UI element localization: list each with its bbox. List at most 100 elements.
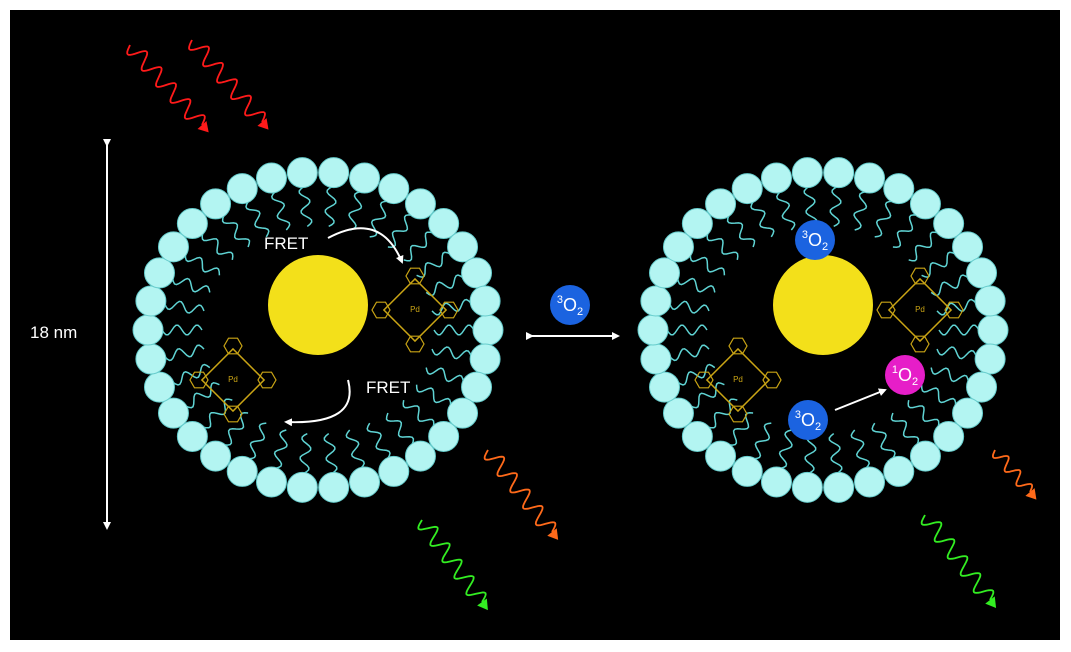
lipid-tail (171, 277, 211, 293)
lipid-head (318, 157, 350, 189)
lipid-tail (778, 429, 793, 470)
lipid-tail (690, 382, 725, 409)
lipid-tail (753, 422, 772, 460)
lipid-head (176, 208, 208, 240)
lipid-head (909, 440, 941, 472)
lipid-tail (803, 186, 818, 227)
pyridine-ring (189, 371, 209, 389)
lipid-tail (366, 422, 391, 460)
lipid-head (791, 471, 823, 503)
pyridine-ring (762, 371, 782, 389)
photon-wave (991, 449, 1034, 493)
lipid-head (461, 257, 493, 289)
lipid-head (135, 343, 167, 375)
lipid-head (349, 466, 381, 498)
pyridine-ring (910, 267, 930, 285)
lipid-tail (425, 367, 465, 383)
lipid-head (966, 257, 998, 289)
pyridine-ring (223, 337, 243, 355)
lipid-head (909, 188, 941, 220)
oxygen-molecule (885, 355, 925, 395)
lipid-tail (425, 274, 464, 297)
lipid-tail (907, 399, 940, 428)
lipid-tail (270, 191, 291, 231)
lipid-tail (184, 254, 221, 276)
pyridine-ring (257, 371, 277, 389)
lipid-tail (920, 384, 957, 406)
lipid-head (974, 285, 1006, 317)
label-sub: 2 (577, 306, 583, 318)
lipid-tail (323, 433, 338, 474)
label-sup: 3 (795, 409, 801, 421)
lipid-tail (853, 190, 868, 231)
fret-arrow (327, 227, 404, 264)
oxygen-molecule (795, 220, 835, 260)
lipid-tail (676, 277, 716, 293)
lipid-head (200, 440, 232, 472)
lipid-head (176, 420, 208, 452)
lipid-head (705, 440, 737, 472)
lipid-tail (248, 422, 267, 460)
scale-label: 18 nm (30, 323, 77, 342)
lipid-head (157, 397, 189, 429)
lipid-tail (164, 300, 205, 314)
lipid-tail (298, 186, 313, 227)
lipid-tail (892, 214, 918, 248)
background (10, 10, 1060, 640)
lipid-tail (850, 429, 871, 469)
lipid-head (681, 420, 713, 452)
lipid-tail (750, 200, 775, 238)
lipid-head (933, 420, 965, 452)
lipid-head (318, 471, 350, 503)
lipid-head (404, 188, 436, 220)
photon-arrowhead (985, 596, 997, 608)
lipid-tail (172, 363, 211, 386)
lipid-head (648, 371, 680, 403)
lipid-tail (201, 232, 234, 261)
lipid-tail (706, 232, 739, 261)
lipid-head (378, 173, 410, 205)
photon-wave (417, 519, 487, 603)
oxygen-label: 3O2 (557, 294, 583, 318)
lipid-tail (415, 384, 452, 406)
lipid-tail (874, 200, 893, 238)
lipid-tail (385, 412, 415, 446)
lipid-head (428, 208, 460, 240)
lipid-tail (245, 200, 270, 238)
lipid-head (255, 466, 287, 498)
lipid-head (854, 466, 886, 498)
label-sup: 3 (802, 229, 808, 241)
lipid-head (952, 397, 984, 429)
photon-arrowhead (477, 598, 488, 611)
pyridine-ring (405, 335, 425, 353)
pyridine-ring (405, 267, 425, 285)
photon-wave (188, 39, 266, 123)
fret-label: FRET (366, 378, 410, 397)
lipid-head (640, 285, 672, 317)
lipid-tail (936, 346, 977, 360)
lipid-head (200, 188, 232, 220)
lipid-tail (775, 191, 796, 231)
lipid-tail (299, 432, 312, 475)
lipid-head (731, 455, 763, 487)
pyridine-ring (876, 301, 896, 319)
lipid-head (469, 285, 501, 317)
lipid-head (640, 343, 672, 375)
lipid-tail (938, 324, 980, 336)
lipid-head (469, 343, 501, 375)
pyridine-ring (223, 405, 243, 423)
lipid-head (143, 257, 175, 289)
lipid-tail (666, 324, 708, 336)
lipid-head (349, 162, 381, 194)
pyridine-ring (694, 371, 714, 389)
lipid-head (378, 455, 410, 487)
lipid-tail (431, 298, 472, 316)
lipid-tail (828, 433, 843, 474)
lipid-tail (369, 200, 388, 238)
lipid-tail (273, 429, 288, 470)
lipid-head (662, 397, 694, 429)
nanoparticle-core (773, 255, 873, 355)
oxygen-molecule (550, 285, 590, 325)
label-main: O (898, 365, 912, 385)
lipid-tail (930, 367, 970, 383)
